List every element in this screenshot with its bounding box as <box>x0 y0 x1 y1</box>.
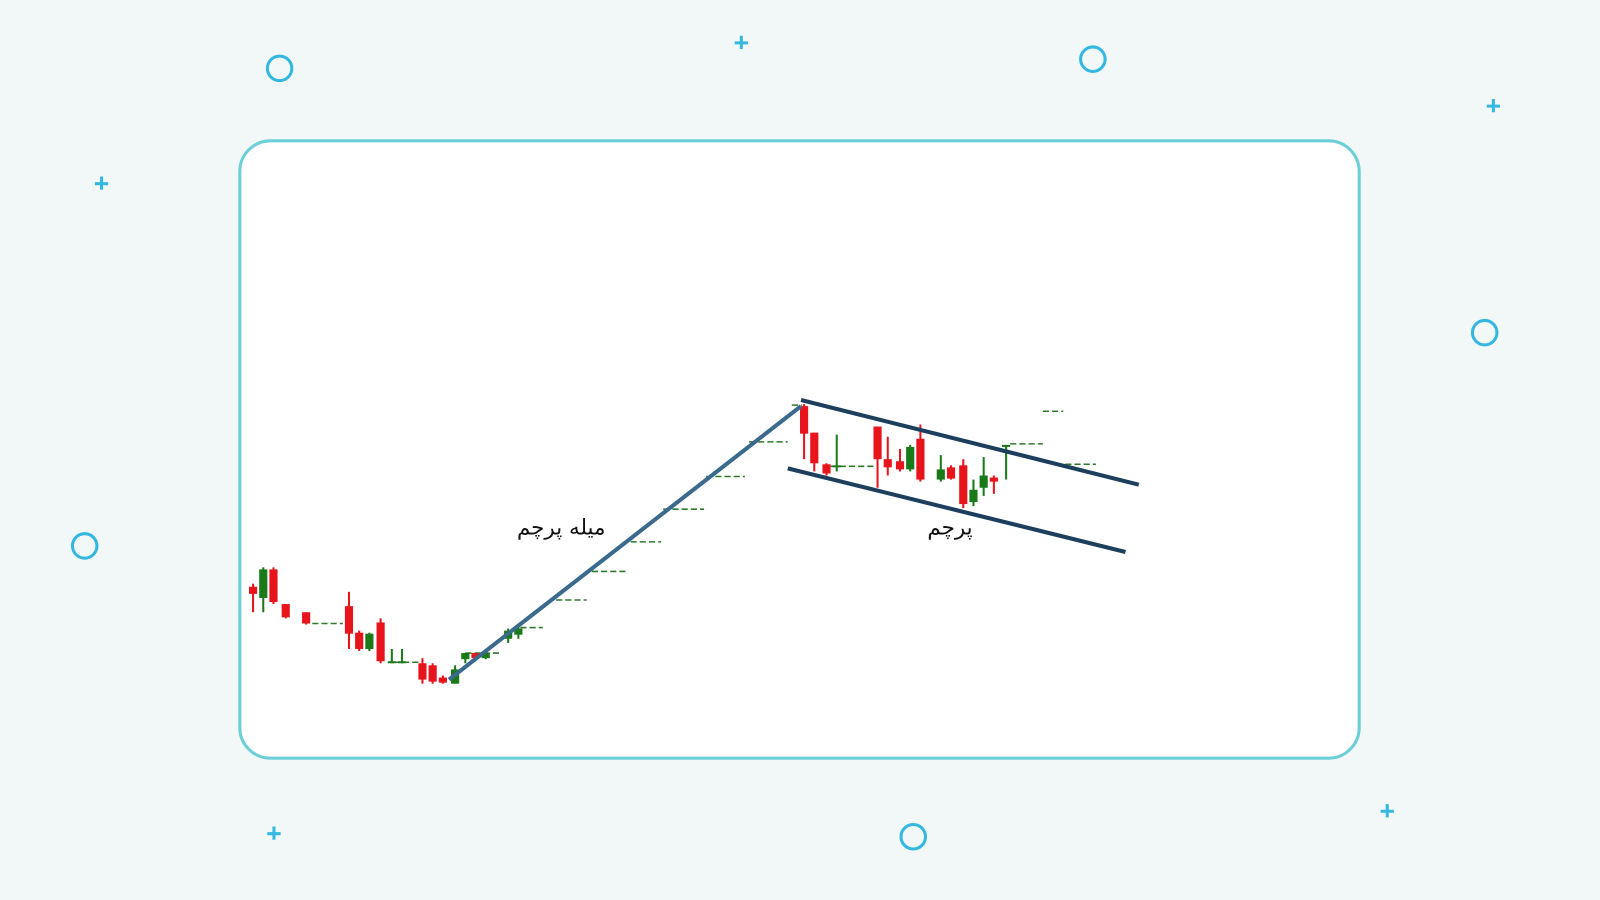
chart-card <box>238 139 1361 760</box>
flag-label: پرچم <box>927 516 972 541</box>
candle-body <box>810 432 819 464</box>
candle-body <box>895 461 905 470</box>
candle-body <box>428 665 437 682</box>
candle-body <box>822 464 831 474</box>
candle-body <box>1002 444 1011 447</box>
candle-body <box>883 459 892 468</box>
candle-body <box>365 633 374 649</box>
candle-body <box>969 489 978 503</box>
flagpole-label: میله پرچم <box>517 516 606 541</box>
candle-body <box>269 569 278 603</box>
candle-body <box>387 661 396 664</box>
candle-body <box>832 465 841 468</box>
candle-body <box>355 632 364 649</box>
candle-body <box>916 438 925 480</box>
candle-body <box>979 475 988 488</box>
candle-body <box>376 622 385 662</box>
candle-body <box>481 653 490 659</box>
candle-body <box>259 569 268 598</box>
candle-body <box>514 628 523 635</box>
candle-body <box>302 612 311 624</box>
candle-body <box>418 663 427 680</box>
candle-body <box>946 467 956 479</box>
flag-lower-line <box>787 466 1127 555</box>
candle-body <box>873 426 882 460</box>
candle-body <box>989 477 998 482</box>
flagpole-line <box>447 404 803 682</box>
candle-body <box>461 653 470 660</box>
candle-body <box>344 606 354 634</box>
candle-body <box>471 653 480 659</box>
candle-body <box>906 446 915 470</box>
decorations <box>70 35 1500 851</box>
flag-upper-line <box>800 398 1140 487</box>
candle-body <box>800 406 809 434</box>
candle-body <box>936 469 945 480</box>
candle-body <box>248 586 258 594</box>
candles <box>248 404 1011 684</box>
candle-body <box>281 604 290 618</box>
candle-body <box>397 661 407 664</box>
candle-body <box>959 465 968 505</box>
candle-body <box>438 677 447 683</box>
